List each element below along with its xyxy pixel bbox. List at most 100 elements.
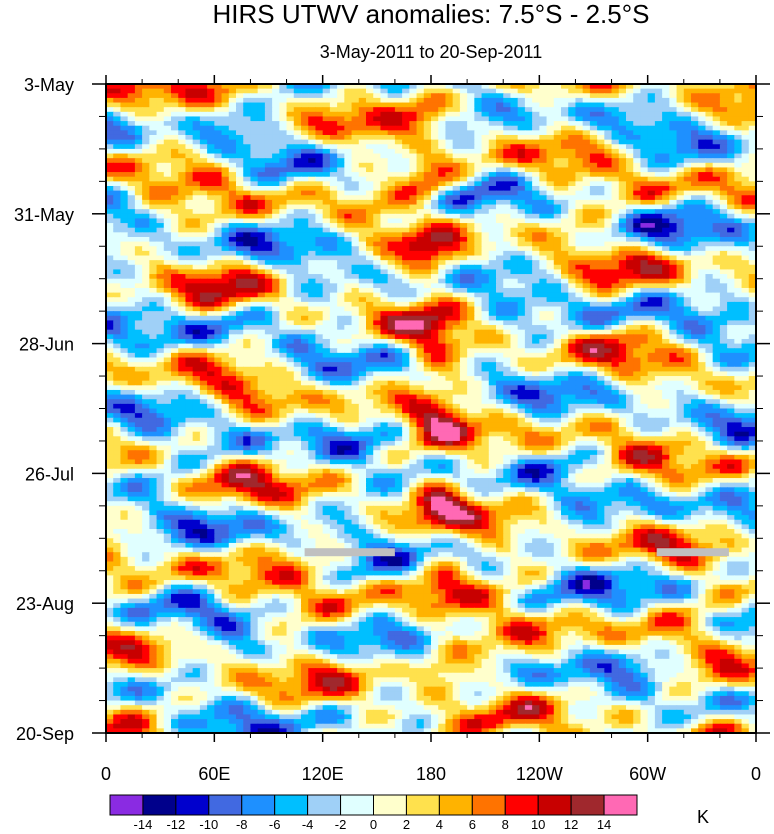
heatmap-cell: [257, 204, 266, 210]
heatmap-cell: [286, 162, 295, 169]
heatmap-cell: [142, 325, 150, 331]
heatmap-cell: [286, 111, 295, 118]
heatmap-cell: [228, 102, 237, 108]
heatmap-cell: [698, 260, 707, 266]
heatmap-cell: [329, 287, 338, 294]
heatmap-cell: [185, 125, 194, 131]
heatmap-cell: [532, 292, 540, 298]
heatmap-cell: [380, 338, 389, 345]
heatmap-cell: [423, 172, 432, 178]
heatmap-cell: [575, 297, 584, 303]
heatmap-cell: [452, 107, 461, 113]
heatmap-cell: [647, 292, 656, 298]
heatmap-cell: [734, 176, 743, 182]
heatmap-cell: [618, 218, 627, 224]
heatmap-cell: [402, 338, 410, 345]
heatmap-cell: [488, 241, 497, 247]
heatmap-cell: [431, 218, 439, 224]
heatmap-cell: [257, 139, 266, 145]
heatmap-cell: [532, 190, 540, 196]
heatmap-cell: [142, 287, 150, 294]
heatmap-cell: [604, 213, 613, 220]
heatmap-cell: [611, 121, 620, 127]
heatmap-cell: [207, 190, 215, 196]
heatmap-cell: [315, 269, 324, 275]
heatmap-cell: [120, 148, 129, 155]
heatmap-cell: [351, 232, 360, 238]
heatmap-cell: [532, 102, 540, 108]
heatmap-cell: [250, 315, 259, 322]
heatmap-cell: [431, 148, 439, 155]
heatmap-cell: [387, 107, 396, 113]
heatmap-cell: [366, 111, 374, 118]
heatmap-cell: [459, 121, 468, 127]
chart-title: HIRS UTWV anomalies: 7.5°S - 2.5°S: [213, 0, 650, 29]
heatmap-cell: [481, 144, 490, 150]
heatmap-cell: [387, 250, 396, 257]
heatmap-cell: [142, 158, 150, 164]
heatmap-cell: [582, 260, 591, 266]
heatmap-cell: [264, 148, 273, 155]
heatmap-cell: [474, 250, 483, 257]
heatmap-cell: [452, 162, 461, 169]
heatmap-cell: [611, 246, 620, 252]
heatmap-cell: [452, 232, 461, 238]
heatmap-cell: [604, 176, 613, 182]
heatmap-cell: [178, 250, 187, 257]
heatmap-cell: [236, 116, 244, 122]
heatmap-cell: [640, 246, 649, 252]
heatmap-cell: [539, 283, 548, 289]
heatmap-cell: [322, 311, 331, 317]
heatmap-cell: [199, 148, 208, 155]
heatmap-cell: [719, 185, 728, 192]
heatmap-cell: [293, 144, 302, 150]
heatmap-cell: [409, 232, 418, 238]
heatmap-cell: [748, 283, 756, 289]
heatmap-cell: [301, 278, 309, 284]
heatmap-cell: [553, 311, 562, 317]
heatmap-cell: [727, 148, 735, 155]
heatmap-cell: [373, 139, 382, 145]
heatmap-cell: [279, 213, 288, 220]
heatmap-cell: [618, 134, 627, 141]
heatmap-cell: [394, 107, 403, 113]
heatmap-cell: [264, 283, 273, 289]
heatmap-cell: [431, 176, 439, 182]
heatmap-cell: [228, 111, 237, 118]
heatmap-cell: [647, 274, 656, 280]
heatmap-cell: [199, 227, 208, 233]
heatmap-cell: [113, 334, 122, 340]
heatmap-cell: [366, 218, 374, 224]
heatmap-cell: [178, 107, 187, 113]
heatmap-cell: [683, 227, 692, 233]
heatmap-cell: [669, 162, 678, 169]
heatmap-cell: [279, 329, 288, 335]
heatmap-cell: [402, 185, 410, 192]
heatmap-cell: [633, 158, 642, 164]
heatmap-cell: [257, 148, 266, 155]
heatmap-cell: [134, 97, 143, 104]
heatmap-cell: [120, 190, 129, 196]
heatmap-cell: [192, 190, 201, 196]
heatmap-cell: [445, 125, 454, 131]
heatmap-cell: [488, 274, 497, 280]
heatmap-cell: [539, 223, 548, 229]
heatmap-cell: [236, 107, 244, 113]
heatmap-cell: [142, 283, 150, 289]
heatmap-cell: [416, 250, 425, 257]
heatmap-cell: [113, 195, 122, 201]
heatmap-cell: [510, 185, 519, 192]
heatmap-cell: [142, 246, 150, 252]
heatmap-cell: [199, 287, 208, 294]
heatmap-cell: [719, 139, 728, 145]
heatmap-cell: [640, 195, 649, 201]
heatmap-cell: [113, 153, 122, 159]
heatmap-cell: [618, 278, 627, 284]
heatmap-cell: [344, 125, 353, 131]
heatmap-cell: [344, 130, 353, 136]
heatmap-cell: [308, 204, 317, 210]
heatmap-cell: [626, 190, 634, 196]
heatmap-cell: [134, 130, 143, 136]
heatmap-cell: [257, 232, 266, 238]
heatmap-cell: [741, 88, 750, 94]
